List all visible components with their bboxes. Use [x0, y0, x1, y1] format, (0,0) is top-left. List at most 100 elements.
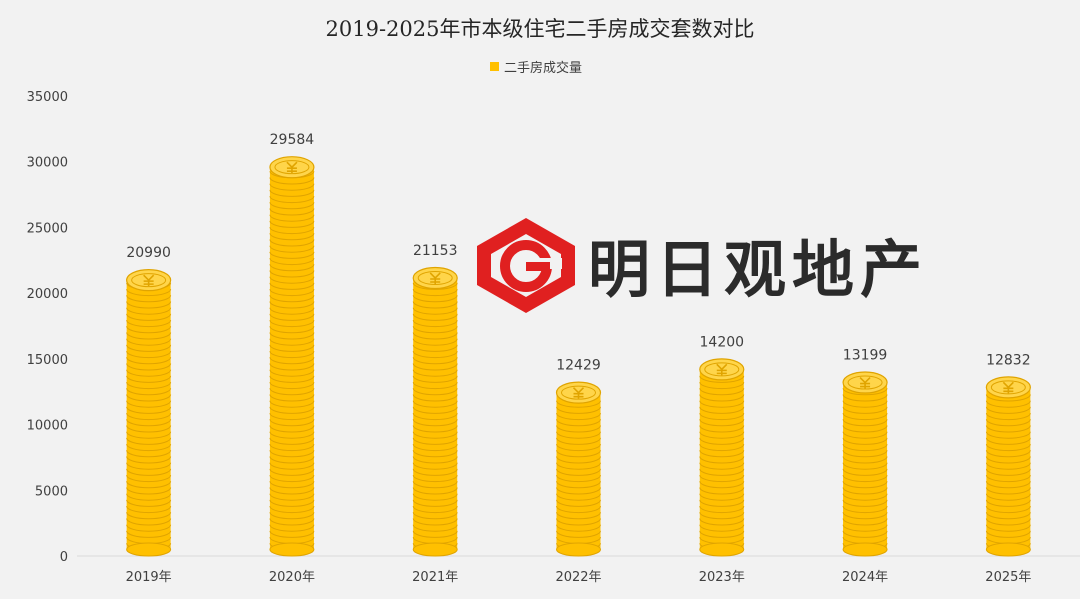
coin-edge — [842, 524, 888, 532]
bar: 12832 — [985, 352, 1031, 557]
coin-edge — [699, 375, 745, 383]
coin-top-rim — [704, 362, 740, 377]
x-tick-label: 2024年 — [842, 570, 888, 585]
bar: 13199 — [842, 348, 888, 557]
coin-edge — [126, 487, 172, 495]
coin-edge — [842, 437, 888, 445]
coin-edge — [126, 468, 172, 476]
coin-edge — [269, 202, 315, 210]
coin-edge — [412, 505, 458, 514]
coin-edge — [842, 505, 888, 514]
coin-edge — [985, 499, 1031, 507]
coin-bottom — [985, 542, 1031, 557]
coin-edge — [269, 332, 315, 340]
data-label: 12429 — [556, 358, 601, 374]
coin-edge — [412, 443, 458, 452]
coin-edge — [269, 394, 315, 402]
coin-edge — [699, 512, 745, 520]
coin-edge — [126, 499, 172, 507]
coin-edge — [556, 456, 601, 464]
coin-edge — [699, 381, 745, 390]
coin-edge — [556, 468, 601, 476]
coin-top-rim — [131, 273, 167, 288]
coin-edge — [412, 388, 458, 396]
yen-coin-icon — [859, 376, 871, 389]
coin-edge — [985, 468, 1031, 476]
coin-edge — [842, 462, 888, 470]
coin-top-rim — [561, 385, 596, 400]
x-tick-label: 2020年 — [269, 570, 315, 585]
coin-edge — [556, 493, 601, 501]
coin-edge — [412, 437, 458, 445]
coin-edge — [269, 518, 315, 526]
coin-edge — [842, 456, 888, 464]
yen-coin-icon — [716, 363, 728, 376]
coin-bottom — [556, 542, 601, 557]
coin-edge — [126, 462, 172, 470]
coin-edge — [699, 530, 745, 538]
coin-edge — [842, 493, 888, 501]
coin-edge — [556, 419, 601, 427]
y-tick-label: 35000 — [27, 90, 68, 105]
coin-edge — [842, 474, 888, 483]
coin-edge — [699, 412, 745, 421]
coin-edge — [269, 406, 315, 414]
coin-edge — [699, 419, 745, 427]
coin-edge — [985, 512, 1031, 520]
coin-edge — [985, 481, 1031, 489]
coin-bottom — [842, 542, 888, 557]
coin-edge — [269, 425, 315, 433]
yen-coin-icon — [572, 387, 585, 399]
coin-edge — [842, 487, 888, 495]
coin-edge — [126, 295, 172, 303]
coin-edge — [985, 425, 1031, 433]
coin-edge — [842, 400, 888, 408]
coin-edge — [699, 524, 745, 532]
coin-edge — [556, 487, 601, 495]
coin-edge — [126, 481, 172, 489]
coin-edge — [412, 369, 458, 377]
coin-edge — [412, 431, 458, 439]
coin-edge — [699, 487, 745, 495]
coin-edge — [556, 474, 601, 483]
coin-edge — [126, 381, 172, 390]
coin-top-rim — [417, 270, 453, 285]
coin-edge — [269, 251, 315, 259]
coin-edge — [985, 530, 1031, 538]
coin-edge — [269, 499, 315, 507]
coin-edge — [269, 388, 315, 396]
coin-edge — [269, 369, 315, 377]
coin-edge — [126, 313, 172, 321]
coin-edge — [556, 505, 601, 514]
coin-edge — [412, 394, 458, 402]
coin-edge — [269, 338, 315, 346]
coin-edge — [985, 524, 1031, 532]
coin-edge — [126, 524, 172, 532]
coin-edge — [126, 369, 172, 377]
coin-edge — [412, 419, 458, 427]
x-tick-label: 2019年 — [126, 570, 172, 585]
coin-edge — [269, 276, 315, 284]
coin-edge — [412, 456, 458, 464]
coin-edge — [842, 394, 888, 402]
coin-stack-body — [699, 369, 744, 550]
coin-edge — [269, 412, 315, 421]
coin-edge — [269, 462, 315, 470]
coin-edge — [412, 499, 458, 507]
coin-edge — [842, 481, 888, 489]
data-label: 12832 — [986, 352, 1031, 368]
coin-edge — [556, 412, 601, 421]
coin-edge — [126, 319, 172, 328]
coin-edge — [985, 412, 1031, 421]
coin-edge — [269, 431, 315, 439]
coin-edge — [985, 456, 1031, 464]
coin-edge — [269, 288, 315, 297]
coin-edge — [412, 462, 458, 470]
coin-edge — [556, 462, 601, 470]
coin-edge — [269, 468, 315, 476]
coin-edge — [269, 456, 315, 464]
coin-edge — [699, 443, 745, 452]
coin-edge — [126, 412, 172, 421]
y-tick-label: 15000 — [27, 353, 68, 368]
